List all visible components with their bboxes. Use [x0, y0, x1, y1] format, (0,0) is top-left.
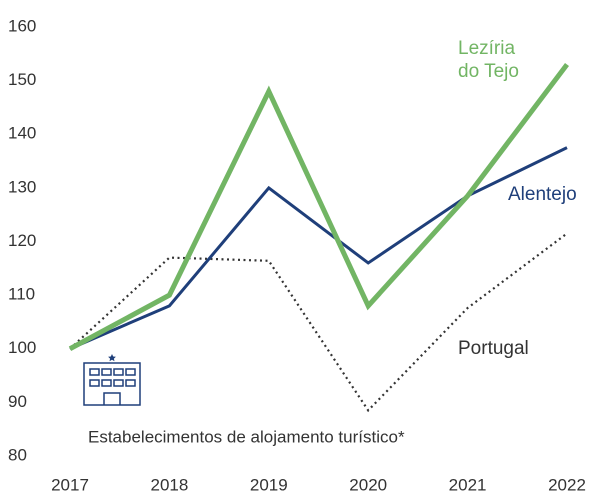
series-label: Alentejo — [508, 184, 577, 205]
series-line — [69, 232, 568, 413]
x-tick-label: 2017 — [51, 475, 89, 494]
y-tick-label: 110 — [8, 285, 35, 304]
y-tick-label: 130 — [8, 177, 36, 196]
hotel-icon — [83, 354, 141, 406]
x-tick-label: 2019 — [250, 475, 288, 494]
y-tick-label: 100 — [8, 338, 36, 357]
x-tick-label: 2020 — [349, 475, 387, 494]
series-line — [69, 146, 568, 351]
y-tick-label: 90 — [8, 392, 27, 411]
x-tick-label: 2022 — [548, 475, 586, 494]
y-tick-label: 80 — [8, 445, 27, 464]
y-tick-label: 160 — [8, 16, 36, 35]
y-tick-label: 120 — [8, 231, 36, 250]
y-tick-label: 140 — [8, 124, 36, 143]
series-label: Portugal — [458, 338, 529, 359]
x-tick-label: 2021 — [449, 475, 487, 494]
y-tick-label: 150 — [8, 70, 36, 89]
annotation: Estabelecimentos de alojamento turístico… — [88, 427, 405, 446]
series-label: Lezíria do Tejo — [458, 38, 519, 82]
series-line — [68, 63, 569, 351]
x-tick-label: 2018 — [150, 475, 188, 494]
